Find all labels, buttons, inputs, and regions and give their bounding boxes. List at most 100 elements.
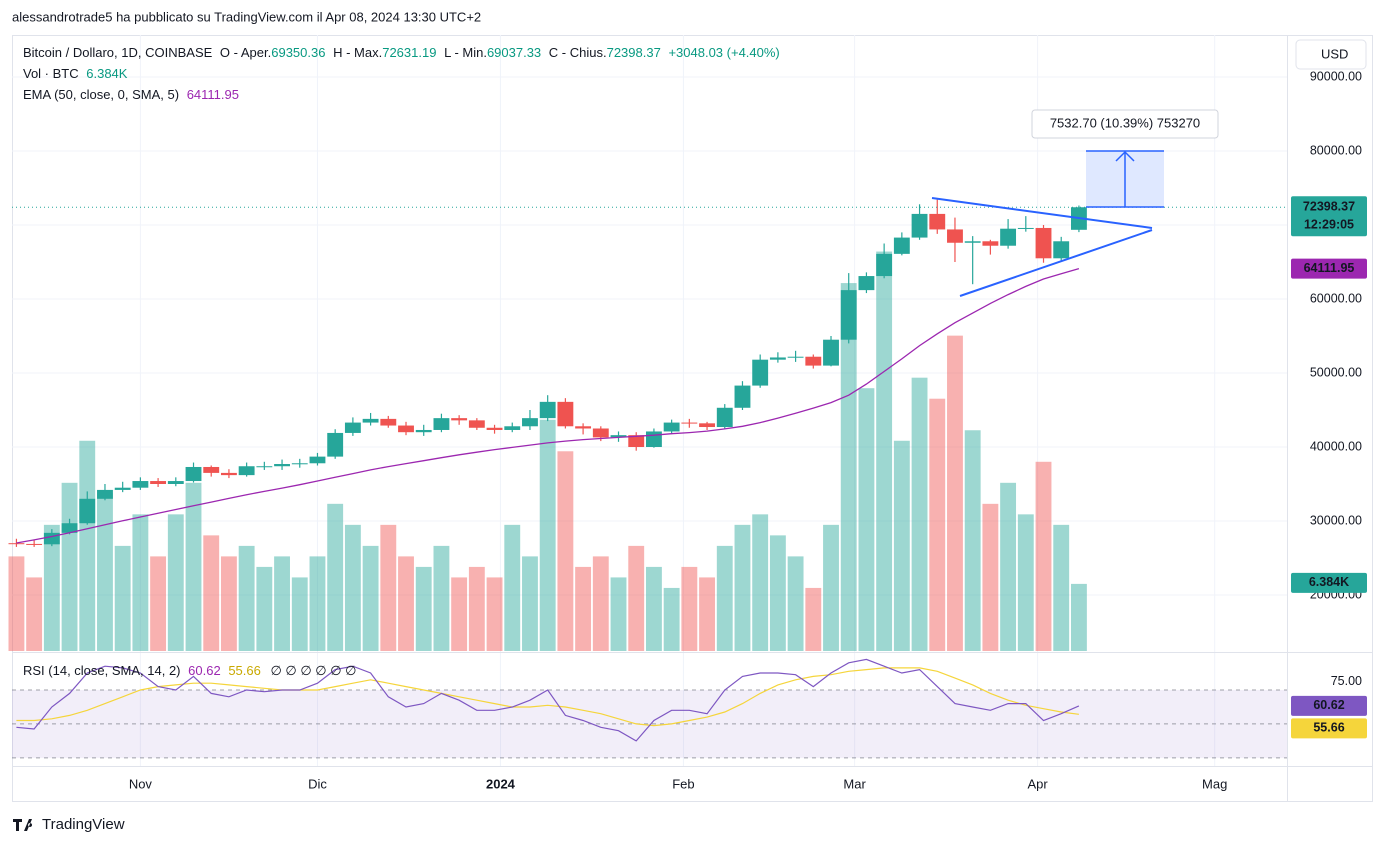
symbol-title: Bitcoin / Dollaro, 1D, COINBASE	[23, 45, 213, 60]
candle-body	[1053, 241, 1070, 259]
volume-bar	[858, 388, 875, 651]
ema-line	[16, 267, 1080, 544]
candle-body	[575, 426, 592, 429]
candle-body	[592, 428, 609, 438]
volume-bar	[203, 535, 220, 651]
rsi-sma-scale-label-box	[1291, 718, 1367, 739]
last-price-label-box	[1291, 196, 1367, 237]
candle-body	[220, 472, 237, 476]
volume-bar	[645, 566, 662, 651]
volume-bar	[681, 566, 698, 651]
logo-mark	[13, 819, 33, 831]
volume-bar	[132, 514, 149, 651]
volume-bar	[167, 514, 184, 651]
volume-bar	[504, 524, 521, 651]
candle-body	[256, 466, 273, 468]
volume-bar	[97, 493, 113, 651]
volume-bar	[716, 545, 733, 651]
candle-body	[663, 422, 680, 432]
change: +3048.03 (+4.40%)	[668, 45, 779, 60]
volume-bar	[1053, 524, 1070, 651]
currency-button[interactable]	[1295, 39, 1367, 70]
candle-body	[929, 213, 946, 230]
candle-body	[787, 356, 804, 358]
volume-bar	[309, 556, 326, 651]
volume-bar	[787, 556, 804, 651]
candle-body	[752, 359, 769, 386]
volume-bar	[823, 524, 839, 651]
candle-body	[26, 543, 43, 545]
candle-body	[398, 425, 414, 433]
volume-bar	[769, 535, 786, 651]
ema-name: EMA (50, close, 0, SMA, 5)	[23, 87, 179, 102]
trend-line	[931, 197, 1153, 229]
candle-body	[1000, 228, 1017, 246]
plot	[8, 198, 1287, 759]
measure-arrowhead	[1115, 150, 1135, 162]
candle-body	[522, 418, 538, 427]
volume-bar	[486, 577, 503, 651]
candle-body	[380, 418, 397, 426]
x-tick-label: Nov	[129, 776, 153, 791]
volume-bar	[522, 556, 538, 651]
volume-bar	[982, 503, 999, 651]
rsi-tick-label: 75.00	[1331, 674, 1362, 688]
y-tick-label: 50000.00	[1310, 365, 1362, 379]
volume-bar	[752, 514, 769, 651]
y-tick-label: 60000.00	[1310, 291, 1362, 305]
volume-bar	[964, 430, 981, 651]
volume-bar	[734, 524, 751, 651]
candle-body	[203, 466, 220, 473]
volume-bar	[663, 587, 680, 651]
volume-bar	[327, 503, 344, 651]
y-tick-label: 40000.00	[1310, 439, 1362, 453]
candle-body	[858, 276, 875, 291]
last-price-label: 72398.37	[1303, 200, 1355, 214]
volume-name: Vol · BTC	[23, 66, 79, 81]
candle-body	[699, 423, 715, 428]
candle-body	[805, 356, 822, 366]
volume-bar	[451, 577, 468, 651]
candle-body	[557, 401, 574, 427]
candle-body	[1017, 227, 1034, 229]
x-tick-label: Dic	[308, 776, 327, 791]
rsi-line	[16, 658, 1080, 742]
currency-label: USD	[1321, 46, 1348, 61]
volume-bar	[185, 482, 202, 651]
volume-bar	[1035, 461, 1052, 651]
ema-scale-label: 64111.95	[1304, 261, 1355, 275]
candle-body	[893, 237, 910, 254]
volume-bar	[43, 524, 60, 651]
measure-label: 7532.70 (10.39%) 753270	[1050, 115, 1200, 130]
candle-body	[61, 523, 78, 533]
volume-bar	[26, 577, 43, 651]
volume-value: 6.384K	[86, 66, 128, 81]
candle-body	[415, 429, 432, 433]
chart-frame	[12, 35, 1373, 802]
candle-body	[947, 229, 963, 243]
volume-bar	[947, 335, 963, 651]
rsi-band-fill	[12, 689, 1287, 758]
candle-body	[8, 543, 25, 545]
volume-bar	[557, 451, 574, 651]
candle-body	[982, 241, 999, 246]
ohlc-value: 69037.33	[487, 45, 541, 60]
volume-bar	[805, 587, 822, 651]
candle-body	[486, 427, 503, 430]
volume-bar	[398, 556, 414, 651]
ohlc-value: 72398.37	[607, 45, 661, 60]
candle-body	[327, 432, 344, 457]
candle-body	[823, 339, 839, 366]
volume-bar	[468, 566, 485, 651]
x-tick-label: Mag	[1202, 776, 1227, 791]
candle-body	[79, 498, 96, 524]
candle-body	[504, 426, 521, 430]
ema-value: 64111.95	[187, 87, 239, 102]
rsi-sma-value: 55.66	[228, 663, 261, 678]
volume-bar	[344, 524, 361, 651]
candle-body	[468, 420, 485, 428]
candle-body	[628, 435, 645, 447]
candle-body	[681, 422, 698, 424]
trend-line	[959, 229, 1153, 297]
